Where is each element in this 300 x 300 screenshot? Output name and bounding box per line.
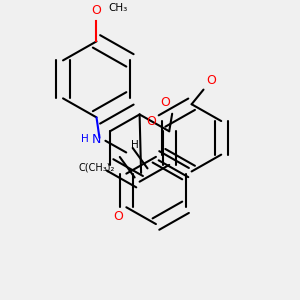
Text: H: H bbox=[81, 134, 89, 144]
Text: H: H bbox=[131, 140, 138, 149]
Text: N: N bbox=[92, 133, 101, 146]
Text: O: O bbox=[206, 74, 216, 87]
Text: CH₃: CH₃ bbox=[108, 3, 128, 13]
Text: O: O bbox=[92, 4, 101, 16]
Text: O: O bbox=[113, 210, 123, 223]
Text: C(CH₃)₂: C(CH₃)₂ bbox=[78, 163, 115, 173]
Text: O: O bbox=[146, 115, 156, 128]
Text: O: O bbox=[160, 96, 170, 109]
